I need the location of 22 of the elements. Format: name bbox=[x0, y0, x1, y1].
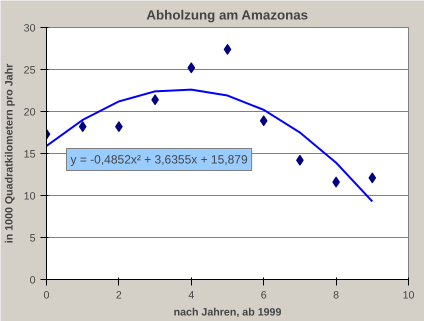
point bbox=[187, 62, 196, 74]
x-tick-label: 8 bbox=[333, 290, 340, 302]
line-series bbox=[46, 88, 374, 202]
y-tick-label: 20 bbox=[24, 106, 36, 118]
y-tick-label: 30 bbox=[24, 22, 36, 34]
y-tick-label: 15 bbox=[24, 148, 36, 160]
y-tick-label: 0 bbox=[30, 274, 36, 286]
x-tick-label: 10 bbox=[402, 290, 414, 302]
y-axis-title: in 1000 Quadratkilometern pro Jahr bbox=[4, 64, 16, 244]
x-tick-label: 4 bbox=[188, 290, 194, 302]
x-tick-label: 0 bbox=[44, 290, 50, 302]
x-tick-label: 6 bbox=[260, 290, 267, 302]
annotation: y = -0,4852x² + 3,6355x + 15,879 bbox=[70, 152, 248, 166]
point bbox=[260, 115, 268, 126]
chart-title: Abholzung am Amazonas bbox=[146, 8, 308, 22]
point bbox=[78, 121, 87, 132]
y-tick-label: 10 bbox=[24, 190, 36, 202]
x-tick-label: 2 bbox=[116, 290, 122, 302]
y-tick-label: 5 bbox=[30, 232, 36, 244]
x-axis-title: nach Jahren, ab 1999 bbox=[174, 306, 282, 318]
y-tick-label: 25 bbox=[24, 64, 36, 76]
point bbox=[368, 172, 376, 184]
